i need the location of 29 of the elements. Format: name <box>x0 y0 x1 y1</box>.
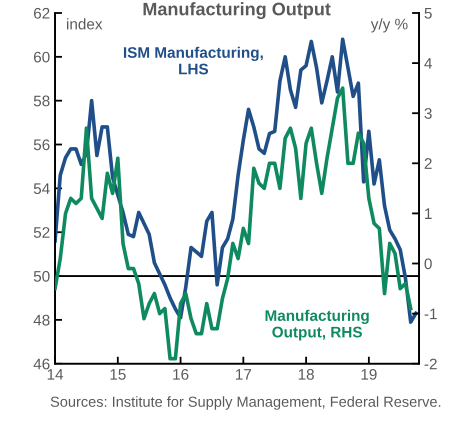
y-tick-label: 50 <box>34 270 50 282</box>
x-tick-label: 19 <box>362 368 377 380</box>
y2-tick-label: 4 <box>424 58 432 69</box>
y2-axis-title: y/y % <box>370 18 408 32</box>
x-tick-label: 16 <box>173 368 188 380</box>
y-tick-label: 48 <box>34 314 50 326</box>
y2-tick-label: 5 <box>424 8 432 19</box>
y2-tick-label: 3 <box>424 108 432 119</box>
y2-tick-label: 2 <box>424 158 432 169</box>
x-tick-label: 14 <box>48 369 64 380</box>
y-tick-label: 60 <box>34 52 50 63</box>
y2-tick-label: 0 <box>424 258 432 270</box>
y-tick-label: 56 <box>34 139 50 150</box>
source-note: Sources: Institute for Supply Management, Federal Reserve. <box>50 396 440 410</box>
x-tick-label: 17 <box>236 369 252 380</box>
x-tick-label: 15 <box>110 369 126 380</box>
y2-tick-label: -2 <box>424 358 437 370</box>
chart-title: Manufacturing Output <box>144 2 331 20</box>
y-tick-label: 58 <box>34 96 50 106</box>
y-axis-title: index <box>66 18 102 30</box>
y-tick-label: 54 <box>34 183 50 194</box>
y2-tick-label: 1 <box>425 208 432 219</box>
x-tick-label: 18 <box>298 368 314 380</box>
series-label: ISM Manufacturing, LHS <box>124 46 263 74</box>
y-tick-label: 52 <box>34 227 50 238</box>
series-label: Manufacturing Output, RHS <box>266 310 369 341</box>
y2-tick-label: -1 <box>424 308 437 320</box>
y-tick-label: 62 <box>34 8 50 19</box>
y-tick-label: 46 <box>34 358 50 370</box>
